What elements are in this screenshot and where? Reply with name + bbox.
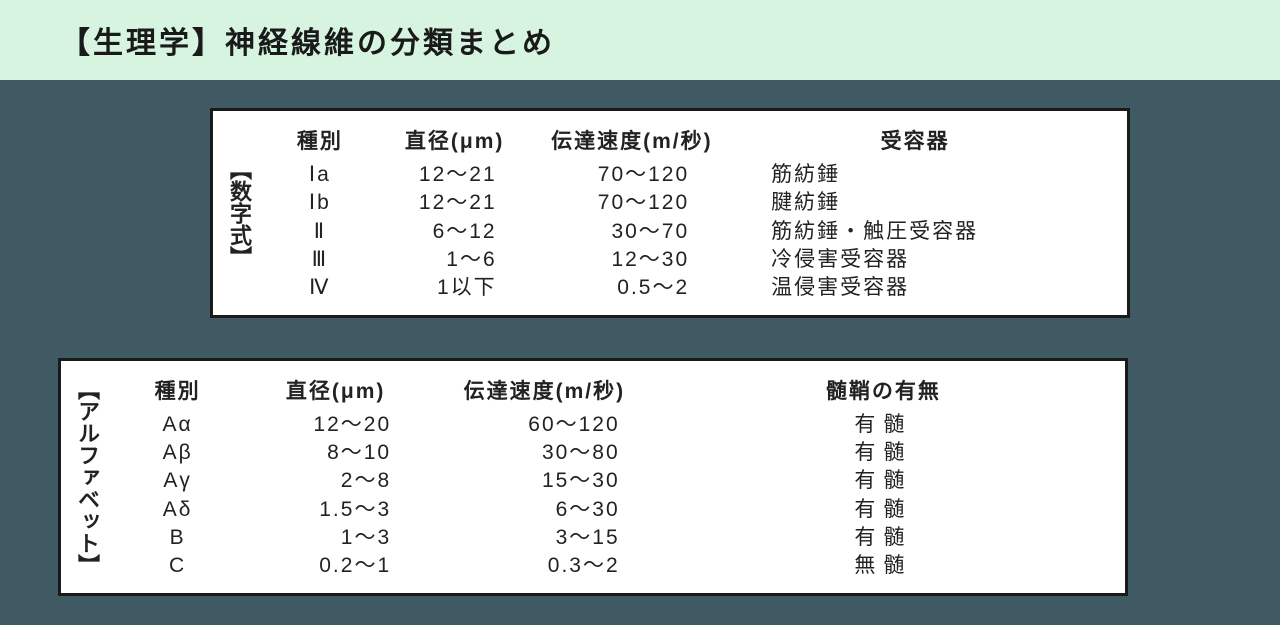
cell-myelin: 無髄: [660, 552, 1107, 580]
col-header-speed: 伝達速度(m/秒): [421, 373, 660, 411]
cell-myelin: 有髄: [660, 411, 1107, 439]
cell-diameter: 6～12: [375, 218, 527, 246]
alphabet-table-wrap: 種別 直径(μm) 伝達速度(m/秒) 髄鞘の有無 Aα12～2060～120有…: [113, 373, 1107, 581]
table-row: Ⅲ1～612～30冷侵害受容器: [265, 246, 1109, 274]
table-row: Aδ1.5～36～30有髄: [113, 496, 1107, 524]
numeric-table: 種別 直径(μm) 伝達速度(m/秒) 受容器 Ⅰa12～2170～120筋紡錘…: [265, 123, 1109, 303]
alphabet-table: 種別 直径(μm) 伝達速度(m/秒) 髄鞘の有無 Aα12～2060～120有…: [113, 373, 1107, 581]
cell-type: Aδ: [113, 496, 242, 524]
cell-myelin: 有髄: [660, 524, 1107, 552]
cell-speed: 60～120: [421, 411, 660, 439]
cell-receptor: 腱紡錘: [729, 189, 1109, 217]
cell-myelin: 有髄: [660, 467, 1107, 495]
table-row: Aβ8～1030～80有髄: [113, 439, 1107, 467]
cell-diameter: 12～21: [375, 161, 527, 189]
cell-diameter: 2～8: [242, 467, 421, 495]
cell-speed: 70～120: [527, 189, 730, 217]
cell-receptor: 筋紡錘・触圧受容器: [729, 218, 1109, 246]
cell-speed: 0.5～2: [527, 274, 730, 302]
cell-diameter: 8～10: [242, 439, 421, 467]
numeric-vertical-label: 【数字式】: [223, 123, 255, 303]
table-header-row: 種別 直径(μm) 伝達速度(m/秒) 髄鞘の有無: [113, 373, 1107, 411]
cell-speed: 6～30: [421, 496, 660, 524]
cell-speed: 3～15: [421, 524, 660, 552]
cell-myelin: 有髄: [660, 439, 1107, 467]
table-row: Ⅳ1以下0.5～2温侵害受容器: [265, 274, 1109, 302]
cell-speed: 0.3～2: [421, 552, 660, 580]
cell-type: Aγ: [113, 467, 242, 495]
alphabet-vertical-label: 【アルファベット】: [71, 373, 103, 581]
cell-diameter: 1～3: [242, 524, 421, 552]
cell-type: Ⅰb: [265, 189, 375, 217]
cell-diameter: 1以下: [375, 274, 527, 302]
cell-type: Ⅲ: [265, 246, 375, 274]
col-header-speed: 伝達速度(m/秒): [527, 123, 730, 161]
table-row: Ⅰb12～2170～120腱紡錘: [265, 189, 1109, 217]
cell-diameter: 12～20: [242, 411, 421, 439]
col-header-receptor: 受容器: [729, 123, 1109, 161]
cell-type: C: [113, 552, 242, 580]
cell-type: Ⅱ: [265, 218, 375, 246]
cell-type: Ⅰa: [265, 161, 375, 189]
table-row: Aγ2～815～30有髄: [113, 467, 1107, 495]
col-header-diameter: 直径(μm): [242, 373, 421, 411]
cell-receptor: 筋紡錘: [729, 161, 1109, 189]
page-header: 【生理学】神経線維の分類まとめ: [0, 0, 1280, 80]
cell-myelin: 有髄: [660, 496, 1107, 524]
cell-speed: 12～30: [527, 246, 730, 274]
col-header-diameter: 直径(μm): [375, 123, 527, 161]
cell-diameter: 0.2～1: [242, 552, 421, 580]
cell-receptor: 冷侵害受容器: [729, 246, 1109, 274]
numeric-classification-box: 【数字式】 種別 直径(μm) 伝達速度(m/秒) 受容器 Ⅰa12～2170～…: [210, 108, 1130, 318]
col-header-myelin: 髄鞘の有無: [660, 373, 1107, 411]
cell-type: Aβ: [113, 439, 242, 467]
col-header-type: 種別: [265, 123, 375, 161]
body-area: 【数字式】 種別 直径(μm) 伝達速度(m/秒) 受容器 Ⅰa12～2170～…: [0, 80, 1280, 625]
alphabet-classification-box: 【アルファベット】 種別 直径(μm) 伝達速度(m/秒) 髄鞘の有無 Aα12…: [58, 358, 1128, 596]
cell-speed: 70～120: [527, 161, 730, 189]
table-header-row: 種別 直径(μm) 伝達速度(m/秒) 受容器: [265, 123, 1109, 161]
cell-diameter: 1.5～3: [242, 496, 421, 524]
cell-receptor: 温侵害受容器: [729, 274, 1109, 302]
cell-speed: 30～80: [421, 439, 660, 467]
page-title: 【生理学】神経線維の分類まとめ: [60, 27, 555, 60]
cell-type: B: [113, 524, 242, 552]
cell-type: Aα: [113, 411, 242, 439]
col-header-type: 種別: [113, 373, 242, 411]
cell-diameter: 12～21: [375, 189, 527, 217]
table-row: Ⅱ6～1230～70筋紡錘・触圧受容器: [265, 218, 1109, 246]
cell-speed: 15～30: [421, 467, 660, 495]
table-row: C0.2～10.3～2無髄: [113, 552, 1107, 580]
cell-diameter: 1～6: [375, 246, 527, 274]
cell-type: Ⅳ: [265, 274, 375, 302]
numeric-table-wrap: 種別 直径(μm) 伝達速度(m/秒) 受容器 Ⅰa12～2170～120筋紡錘…: [265, 123, 1109, 303]
cell-speed: 30～70: [527, 218, 730, 246]
table-row: B1～33～15有髄: [113, 524, 1107, 552]
table-row: Aα12～2060～120有髄: [113, 411, 1107, 439]
table-row: Ⅰa12～2170～120筋紡錘: [265, 161, 1109, 189]
